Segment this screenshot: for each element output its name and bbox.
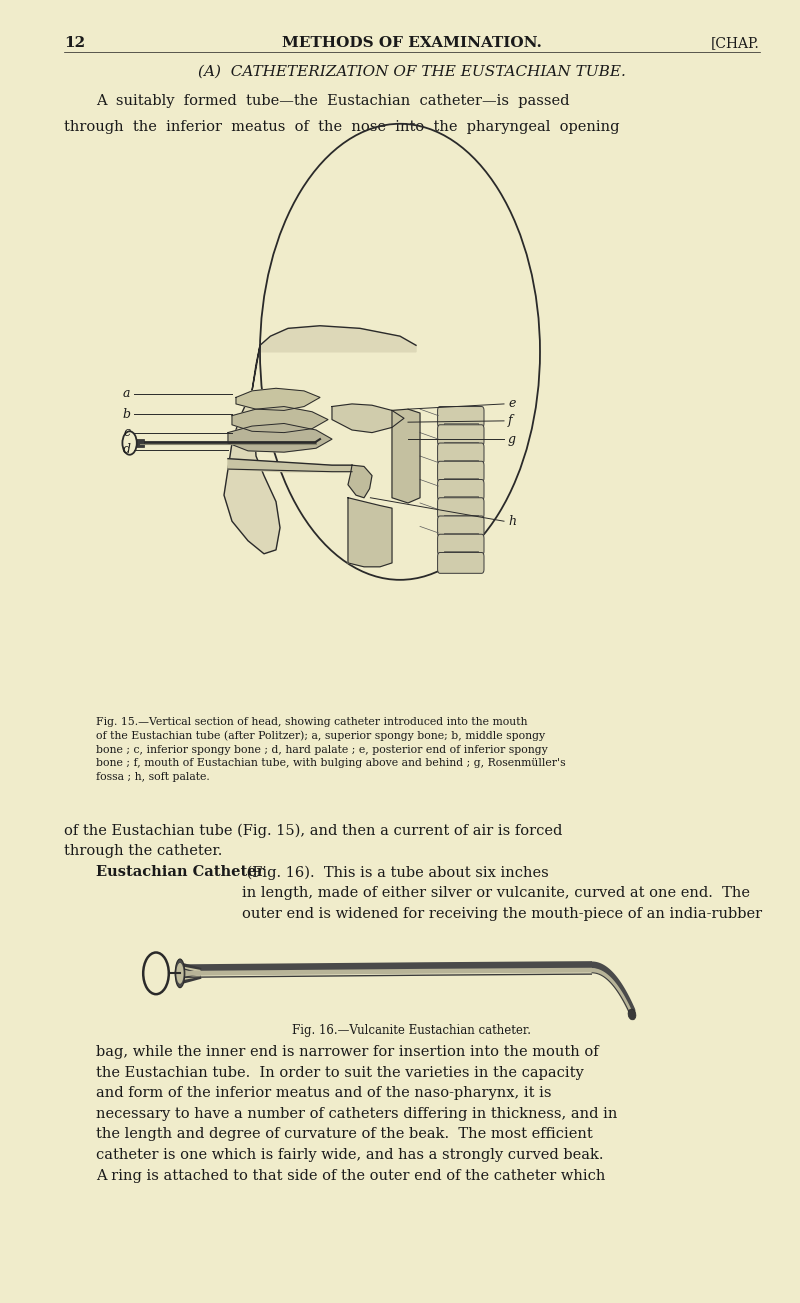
Text: c: c [123, 426, 130, 439]
Bar [444, 460, 478, 464]
Text: of the Eustachian tube (Fig. 15), and then a current of air is forced
through th: of the Eustachian tube (Fig. 15), and th… [64, 823, 562, 859]
FancyBboxPatch shape [438, 443, 484, 464]
Polygon shape [236, 388, 320, 410]
Polygon shape [224, 345, 280, 554]
Bar [444, 533, 478, 537]
Bar [104, 156, 712, 710]
Bar [444, 496, 478, 500]
FancyBboxPatch shape [438, 552, 484, 573]
Polygon shape [392, 409, 420, 503]
Text: 12: 12 [64, 36, 85, 51]
Text: e: e [508, 397, 515, 410]
Text: (A)  CATHETERIZATION OF THE EUSTACHIAN TUBE.: (A) CATHETERIZATION OF THE EUSTACHIAN TU… [198, 65, 626, 79]
Polygon shape [228, 459, 352, 472]
Bar [444, 551, 478, 555]
Polygon shape [332, 404, 404, 433]
FancyBboxPatch shape [438, 516, 484, 537]
Text: a: a [123, 387, 130, 400]
Text: bag, while the inner end is narrower for insertion into the mouth of
the Eustach: bag, while the inner end is narrower for… [96, 1045, 618, 1183]
Text: (Fig. 16).  This is a tube about six inches
in length, made of either silver or : (Fig. 16). This is a tube about six inch… [242, 865, 762, 921]
Polygon shape [348, 498, 392, 567]
Text: METHODS OF EXAMINATION.: METHODS OF EXAMINATION. [282, 36, 542, 51]
Text: Fig. 16.—Vulcanite Eustachian catheter.: Fig. 16.—Vulcanite Eustachian catheter. [293, 1024, 531, 1037]
Ellipse shape [628, 1009, 636, 1020]
Text: through  the  inferior  meatus  of  the  nose  into  the  pharyngeal  opening: through the inferior meatus of the nose … [64, 120, 619, 134]
Polygon shape [348, 465, 372, 498]
Text: A  suitably  formed  tube—the  Eustachian  catheter—is  passed: A suitably formed tube—the Eustachian ca… [96, 94, 570, 108]
Bar [136, 439, 144, 447]
Text: d: d [122, 443, 130, 456]
Polygon shape [232, 407, 328, 433]
Text: Fig. 15.—Vertical section of head, showing catheter introduced into the mouth
of: Fig. 15.—Vertical section of head, showi… [96, 717, 566, 782]
Polygon shape [260, 326, 416, 352]
Text: b: b [122, 408, 130, 421]
Bar [444, 442, 478, 446]
Text: Eustachian Catheter: Eustachian Catheter [96, 865, 264, 880]
FancyBboxPatch shape [438, 407, 484, 427]
FancyBboxPatch shape [438, 480, 484, 500]
FancyBboxPatch shape [438, 498, 484, 519]
Text: [CHAP.: [CHAP. [711, 36, 760, 51]
Polygon shape [228, 423, 332, 452]
Text: h: h [508, 515, 516, 528]
Bar [444, 423, 478, 427]
FancyBboxPatch shape [438, 425, 484, 446]
Ellipse shape [176, 963, 184, 984]
Bar [444, 478, 478, 482]
Text: f: f [508, 414, 513, 427]
Ellipse shape [175, 959, 185, 988]
FancyBboxPatch shape [438, 534, 484, 555]
Text: g: g [508, 433, 516, 446]
FancyBboxPatch shape [438, 461, 484, 482]
Bar [444, 515, 478, 519]
